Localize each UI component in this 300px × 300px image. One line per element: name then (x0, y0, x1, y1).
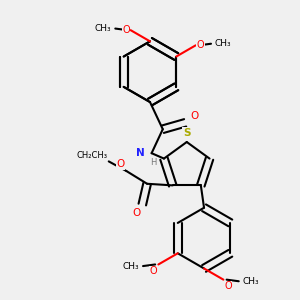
Text: O: O (116, 159, 125, 170)
Text: S: S (183, 128, 190, 138)
Text: O: O (133, 208, 141, 218)
Text: CH₃: CH₃ (123, 262, 139, 271)
Text: CH₃: CH₃ (95, 24, 112, 33)
Text: O: O (224, 281, 232, 291)
Text: O: O (190, 111, 198, 121)
Text: O: O (196, 40, 204, 50)
Text: CH₂CH₃: CH₂CH₃ (77, 151, 108, 160)
Text: N: N (136, 148, 145, 158)
Text: H: H (150, 158, 156, 167)
Text: CH₃: CH₃ (215, 39, 232, 48)
Text: O: O (150, 266, 158, 276)
Text: CH₃: CH₃ (243, 277, 259, 286)
Text: O: O (122, 25, 130, 35)
